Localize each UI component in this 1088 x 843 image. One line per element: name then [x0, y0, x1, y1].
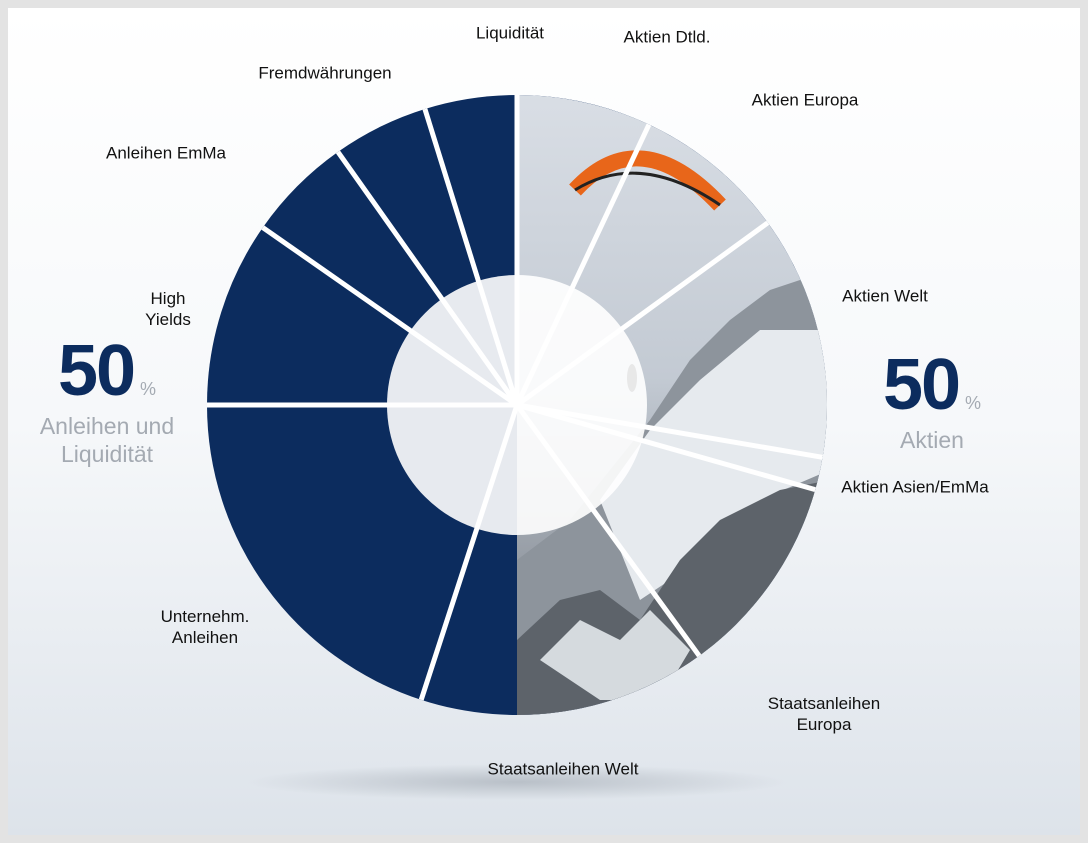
right-summary: 50% Aktien [883, 344, 981, 454]
slice-label: Aktien Europa [752, 90, 859, 111]
left-summary: 50% Anleihen und Liquidität [22, 330, 192, 468]
slice-label: Anleihen EmMa [106, 143, 226, 164]
summary-value: 50 [883, 345, 959, 425]
slice-label: Liquidität [476, 23, 544, 44]
slice-label: Aktien Asien/EmMa [841, 477, 988, 498]
donut-hole [387, 275, 647, 535]
summary-value: 50 [58, 331, 134, 411]
slice-label: Aktien Dtld. [624, 27, 711, 48]
slice-label: Aktien Welt [842, 286, 928, 307]
summary-unit: % [140, 379, 156, 399]
summary-unit: % [965, 393, 981, 413]
slice-label: Unternehm. Anleihen [150, 606, 260, 648]
page: Aktien Dtld. Aktien Europa Aktien Welt Akti… [0, 0, 1088, 843]
slice-label: Fremdwährungen [258, 63, 391, 84]
summary-text: Aktien [883, 426, 981, 454]
slice-label: High Yields [138, 288, 198, 330]
summary-text: Anleihen und Liquidität [22, 412, 192, 468]
slice-label: Staatsanleihen Europa [749, 693, 899, 735]
slice-label: Staatsanleihen Welt [488, 759, 639, 780]
